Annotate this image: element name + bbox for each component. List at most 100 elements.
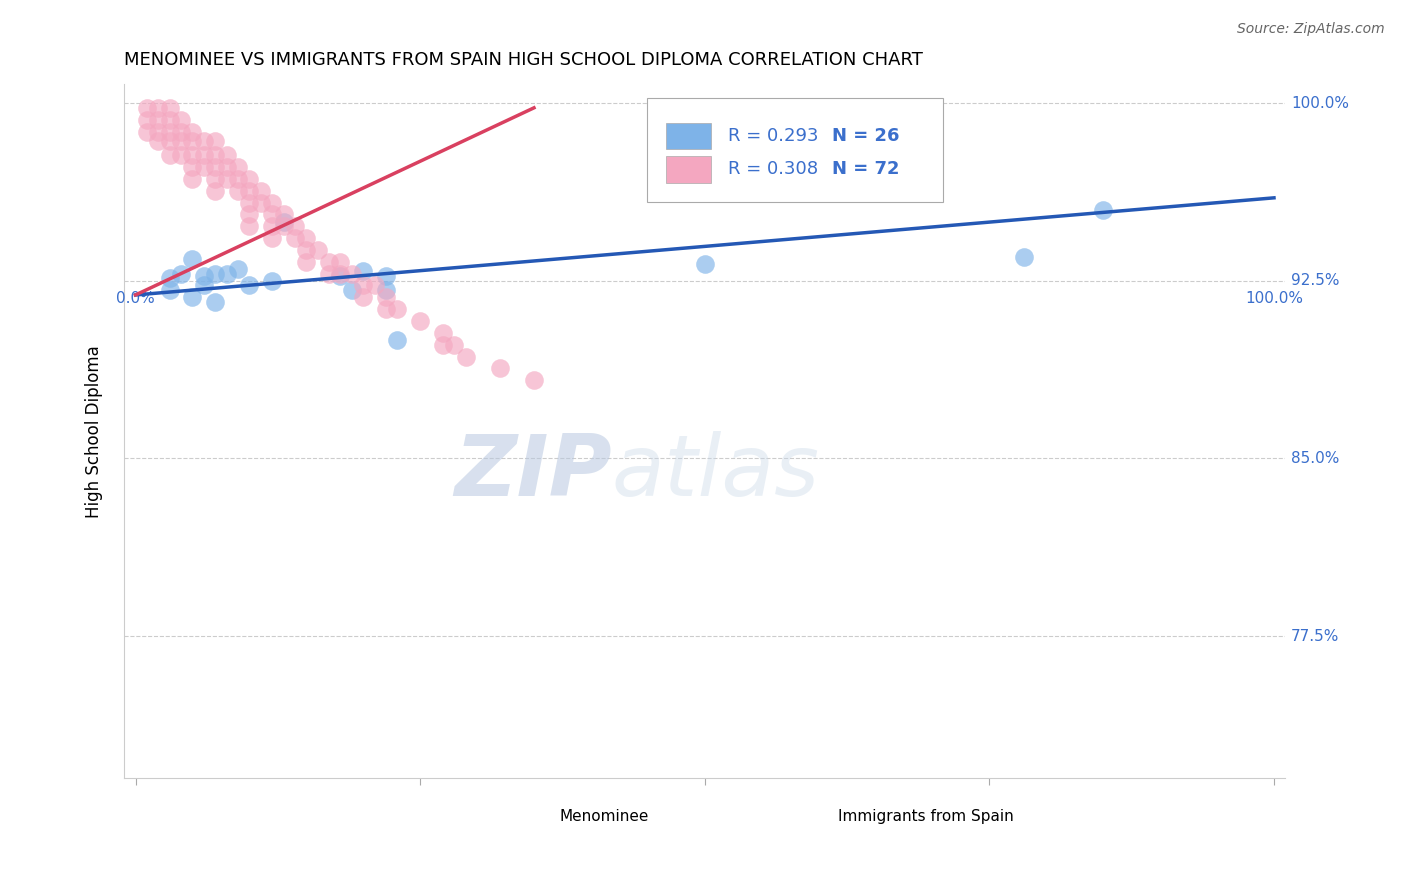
Point [226,160,249,174]
Text: 92.5%: 92.5% [1291,273,1340,288]
Point [375,290,398,304]
Point [284,231,307,245]
Point [215,267,238,281]
Point [159,271,181,285]
FancyBboxPatch shape [786,807,830,825]
Point [432,326,454,340]
Point [193,278,215,293]
Point [181,124,204,138]
Point [375,283,398,297]
Point [193,160,215,174]
Point [1092,202,1115,217]
Text: Source: ZipAtlas.com: Source: ZipAtlas.com [1237,22,1385,37]
Point [204,172,226,186]
Point [329,267,352,281]
Point [352,290,374,304]
Point [375,302,398,317]
Y-axis label: High School Diploma: High School Diploma [86,345,103,517]
Point [135,124,157,138]
Point [295,243,318,257]
Text: MENOMINEE VS IMMIGRANTS FROM SPAIN HIGH SCHOOL DIPLOMA CORRELATION CHART: MENOMINEE VS IMMIGRANTS FROM SPAIN HIGH … [124,51,922,69]
Point [238,184,260,198]
Point [170,148,193,162]
Point [226,184,249,198]
Point [273,219,295,234]
Point [159,134,181,148]
Point [159,124,181,138]
Point [262,274,284,288]
FancyBboxPatch shape [647,98,943,202]
Point [204,148,226,162]
Point [262,219,284,234]
Point [375,268,398,283]
Text: R = 0.293: R = 0.293 [728,128,818,145]
Point [181,172,204,186]
Point [204,160,226,174]
Point [340,283,363,297]
Point [238,278,260,293]
Point [204,295,226,310]
Point [262,231,284,245]
Point [181,160,204,174]
Point [295,254,318,268]
Text: 100.0%: 100.0% [1244,291,1303,306]
Point [363,278,385,293]
Point [215,148,238,162]
Point [170,112,193,127]
Point [262,195,284,210]
Point [148,101,170,115]
Point [226,172,249,186]
Text: Immigrants from Spain: Immigrants from Spain [838,809,1014,824]
Point [262,207,284,221]
Point [352,278,374,293]
Point [159,101,181,115]
FancyBboxPatch shape [666,156,710,183]
Point [159,148,181,162]
Point [204,134,226,148]
Point [273,214,295,228]
Point [135,101,157,115]
Point [329,254,352,268]
Point [454,350,477,364]
Point [170,267,193,281]
Point [409,314,432,328]
FancyBboxPatch shape [666,123,710,149]
Point [307,243,329,257]
Point [193,268,215,283]
Point [443,337,465,351]
Point [159,112,181,127]
Point [181,252,204,267]
Text: 100.0%: 100.0% [1291,95,1350,111]
Point [329,268,352,283]
Point [352,264,374,278]
Point [181,290,204,304]
Point [238,219,260,234]
Point [807,186,830,200]
Text: Menominee: Menominee [560,809,650,824]
Point [204,267,226,281]
Text: N = 72: N = 72 [832,161,900,178]
Point [523,373,546,387]
Point [273,207,295,221]
Point [148,112,170,127]
Point [193,134,215,148]
Text: 77.5%: 77.5% [1291,629,1340,643]
Point [215,160,238,174]
Point [432,337,454,351]
Point [170,124,193,138]
Point [181,134,204,148]
Point [159,283,181,297]
Point [249,184,271,198]
Point [865,186,887,200]
Point [318,254,340,268]
Point [284,219,307,234]
Text: R = 0.308: R = 0.308 [728,161,818,178]
Point [340,267,363,281]
Point [238,195,260,210]
Point [238,207,260,221]
Text: 85.0%: 85.0% [1291,451,1340,466]
Point [238,172,260,186]
Text: ZIP: ZIP [454,432,612,515]
Point [295,231,318,245]
Point [135,112,157,127]
